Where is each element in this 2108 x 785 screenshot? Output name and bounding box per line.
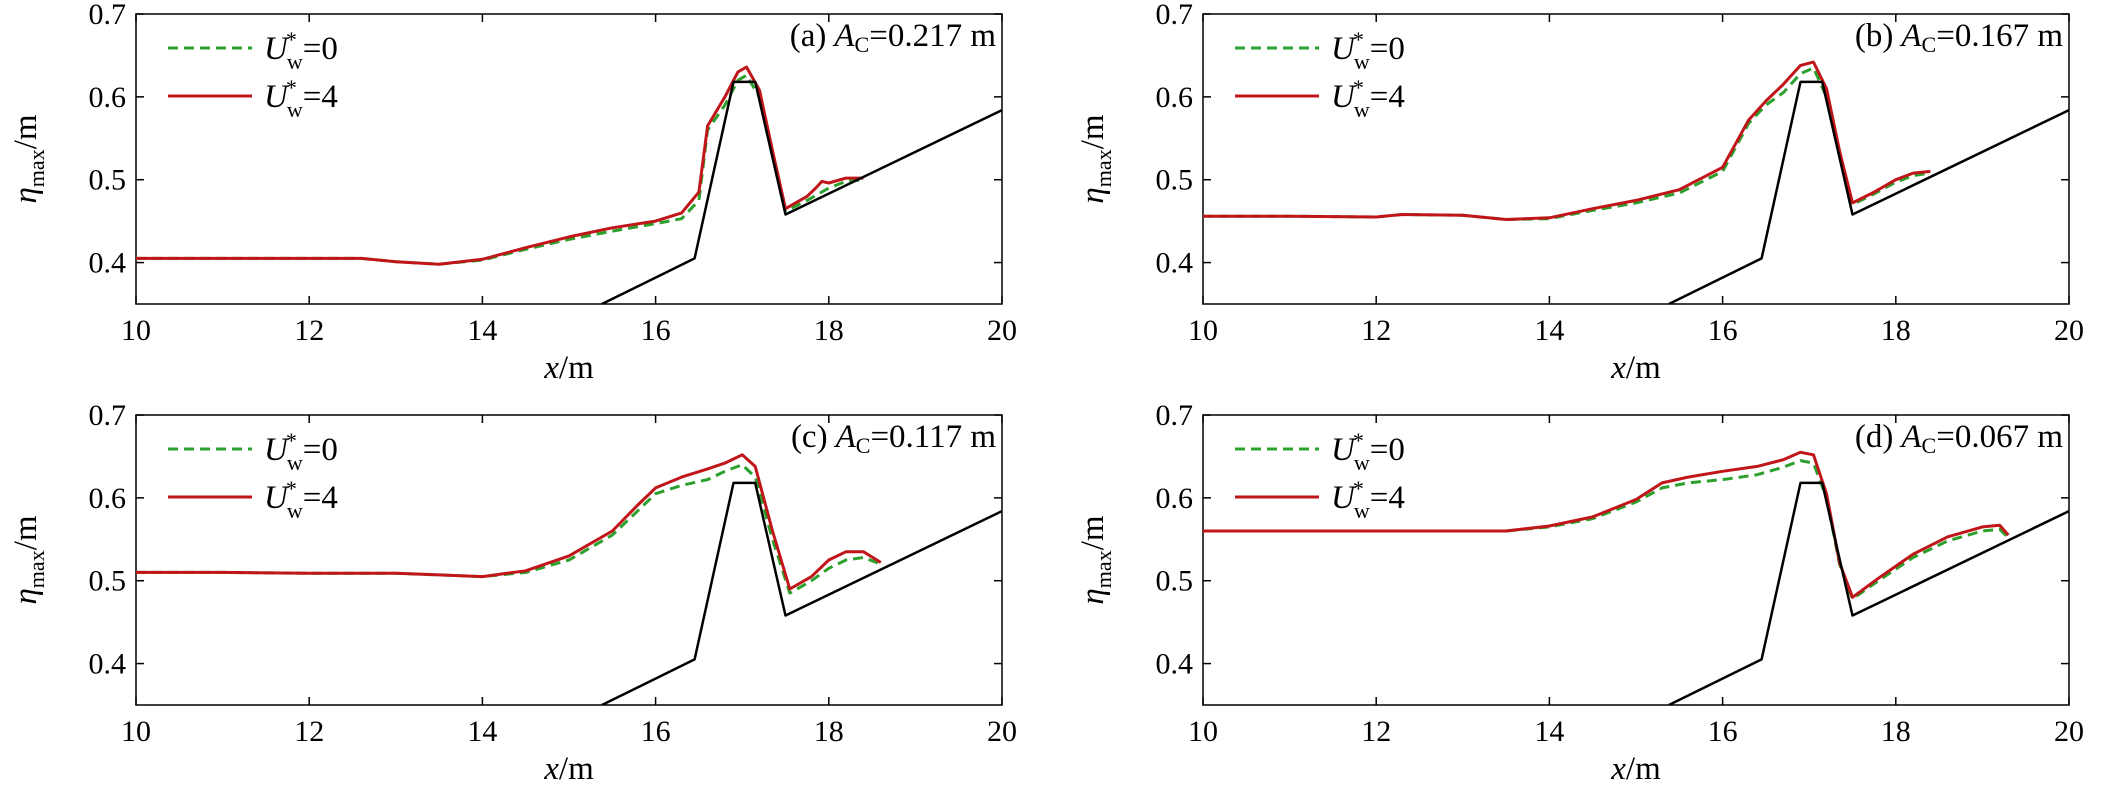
legend-label-wind0: U* w=0 [264,428,338,475]
series-group [136,65,1002,304]
x-tick-label: 20 [2054,314,2084,347]
plot-frame [1202,414,2070,706]
series-line-structure [601,80,1002,304]
y-tick-label: 0.7 [89,399,127,432]
panel-annotation: (b) AC=0.167 m [1855,18,2063,57]
legend-label-wind4: U* w=4 [1331,75,1405,122]
y-tick-label: 0.6 [89,482,127,515]
x-tick-label: 10 [1188,715,1218,748]
x-tick-label: 14 [1534,715,1564,748]
y-tick-label: 0.4 [1156,247,1194,280]
y-axis-label: ηmax/m [1075,114,1116,203]
x-tick-label: 12 [1361,314,1391,347]
chart-panel-1: 10 12 14 16 18 20 0.4 0.5 0.6 0.7 x/m ηmax/m (b) AC=0… [1075,0,2084,386]
x-tick-label: 20 [987,314,1017,347]
series-group [136,453,1002,705]
series-line-wind0 [136,73,864,266]
series-line-structure [1668,481,2069,705]
x-tick-label: 12 [294,314,324,347]
chart-panel-3: 10 12 14 16 18 20 0.4 0.5 0.6 0.7 x/m ηmax/m (d) AC=0… [1075,399,2084,785]
x-tick-label: 14 [1534,314,1564,347]
series-group [1203,60,2069,304]
y-tick-label: 0.7 [89,0,127,31]
x-tick-label: 10 [121,715,151,748]
y-tick-label: 0.5 [1156,164,1194,197]
y-tick-label: 0.4 [1156,648,1194,681]
legend-label-wind0: U* w=0 [264,27,338,74]
series-line-wind4 [1203,450,2010,599]
panel-annotation: (d) AC=0.067 m [1855,419,2063,458]
series-line-wind0 [1203,66,1931,221]
x-tick-label: 20 [987,715,1017,748]
x-tick-label: 20 [2054,715,2084,748]
x-tick-label: 18 [814,715,844,748]
plot-frame [1202,13,2070,305]
x-tick-label: 16 [641,715,671,748]
x-tick-label: 14 [467,314,497,347]
x-axis-label: x/m [543,751,594,785]
y-axis-label: ηmax/m [8,114,49,203]
x-tick-label: 16 [1708,314,1738,347]
series-line-wind4 [136,65,864,266]
y-axis-label: ηmax/m [1075,515,1116,604]
x-tick-label: 12 [294,715,324,748]
series-line-structure [1668,80,2069,304]
x-tick-label: 18 [814,314,844,347]
x-tick-label: 16 [1708,715,1738,748]
y-tick-label: 0.5 [1156,565,1194,598]
plot-frame [135,13,1003,305]
legend-label-wind4: U* w=4 [264,476,338,523]
x-tick-label: 10 [121,314,151,347]
x-tick-label: 18 [1881,715,1911,748]
chart-panel-2: 10 12 14 16 18 20 0.4 0.5 0.6 0.7 x/m ηmax/m (c) AC=0… [8,399,1017,785]
y-tick-label: 0.4 [89,648,127,681]
series-group [1203,450,2069,705]
x-tick-label: 16 [641,314,671,347]
series-line-wind4 [136,453,882,591]
y-tick-label: 0.6 [89,81,127,114]
legend-label-wind4: U* w=4 [264,75,338,122]
chart-panel-0: 10 12 14 16 18 20 0.4 0.5 0.6 0.7 x/m ηmax/m (a) AC=0… [8,0,1017,386]
y-tick-label: 0.5 [89,565,127,598]
y-tick-label: 0.4 [89,247,127,280]
series-line-wind4 [1203,60,1931,221]
x-axis-label: x/m [1610,751,1661,785]
plot-frame [135,414,1003,706]
y-tick-label: 0.7 [1156,399,1194,432]
legend-label-wind4: U* w=4 [1331,476,1405,523]
y-axis-label: ηmax/m [8,515,49,604]
x-tick-label: 18 [1881,314,1911,347]
x-axis-label: x/m [1610,350,1661,386]
x-tick-label: 10 [1188,314,1218,347]
y-tick-label: 0.6 [1156,482,1194,515]
y-tick-label: 0.6 [1156,81,1194,114]
series-line-structure [601,481,1002,705]
x-tick-label: 12 [1361,715,1391,748]
x-axis-label: x/m [543,350,594,386]
legend-label-wind0: U* w=0 [1331,27,1405,74]
x-tick-label: 14 [467,715,497,748]
legend-label-wind0: U* w=0 [1331,428,1405,475]
panel-annotation: (a) AC=0.217 m [790,18,997,57]
y-tick-label: 0.5 [89,164,127,197]
panel-annotation: (c) AC=0.117 m [791,419,996,458]
y-tick-label: 0.7 [1156,0,1194,31]
